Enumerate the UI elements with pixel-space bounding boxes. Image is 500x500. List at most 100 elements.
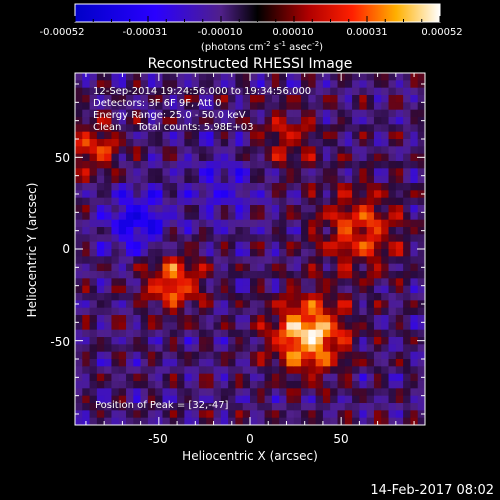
heatmap-cell xyxy=(330,249,339,257)
heatmap-cell xyxy=(184,80,193,89)
heatmap-cell xyxy=(308,80,317,89)
heatmap-cell xyxy=(126,388,134,397)
heatmap-cell xyxy=(366,271,375,279)
annotation-energy-range: Energy Range: 25.0 - 50.0 keV xyxy=(93,110,246,121)
heatmap-cell xyxy=(206,381,215,389)
heatmap-cell xyxy=(206,344,215,353)
heatmap-cell xyxy=(403,175,412,184)
heatmap-cell xyxy=(162,234,171,243)
heatmap-cell xyxy=(213,351,222,360)
heatmap-cell xyxy=(366,410,375,419)
heatmap-cell xyxy=(366,234,375,243)
heatmap-cell xyxy=(257,124,266,133)
heatmap-cell xyxy=(352,271,360,279)
heatmap-cell xyxy=(308,359,317,367)
heatmap-cell xyxy=(126,395,134,404)
heatmap-cell xyxy=(395,285,404,294)
heatmap-cell xyxy=(235,190,244,199)
heatmap-cell xyxy=(155,307,164,316)
heatmap-cell xyxy=(264,190,273,199)
heatmap-cell xyxy=(198,366,207,375)
heatmap-cell xyxy=(169,344,178,353)
heatmap-cell xyxy=(359,307,368,316)
heatmap-cell xyxy=(322,256,331,265)
heatmap-cell xyxy=(133,256,142,265)
heatmap-cell xyxy=(118,381,127,389)
heatmap-cell xyxy=(337,249,346,257)
heatmap-cell xyxy=(235,241,244,250)
heatmap-cell xyxy=(344,271,353,279)
heatmap-cell xyxy=(118,256,127,265)
heatmap-cell xyxy=(147,329,156,338)
heatmap-cell xyxy=(111,73,120,81)
heatmap-cell xyxy=(147,351,156,360)
heatmap-cell xyxy=(315,403,324,411)
heatmap-cell xyxy=(381,168,390,177)
heatmap-cell xyxy=(395,153,404,162)
heatmap-cell xyxy=(242,351,251,360)
heatmap-cell xyxy=(242,205,251,213)
heatmap-cell xyxy=(213,241,222,250)
heatmap-cell xyxy=(337,388,346,397)
heatmap-cell xyxy=(147,285,156,294)
heatmap-cell xyxy=(140,359,149,367)
heatmap-cell xyxy=(381,278,390,287)
heatmap-cell xyxy=(373,351,382,360)
heatmap-cell xyxy=(301,168,309,177)
heatmap-cell xyxy=(206,337,215,345)
heatmap-cell xyxy=(286,381,295,389)
heatmap-cell xyxy=(198,337,207,345)
heatmap-cell xyxy=(213,337,222,345)
heatmap-cell xyxy=(235,395,244,404)
heatmap-cell xyxy=(293,315,302,323)
heatmap-cell xyxy=(118,146,127,155)
heatmap-cell xyxy=(322,168,331,177)
heatmap-cell xyxy=(206,388,215,397)
heatmap-cell xyxy=(322,417,331,425)
heatmap-cell xyxy=(140,190,149,199)
heatmap-cell xyxy=(198,212,207,221)
heatmap-cell xyxy=(96,95,105,103)
heatmap-cell xyxy=(228,102,237,111)
heatmap-cell xyxy=(250,388,258,397)
heatmap-cell xyxy=(206,395,215,404)
heatmap-cell xyxy=(359,351,368,360)
heatmap-cell xyxy=(242,168,251,177)
heatmap-cell xyxy=(279,249,288,257)
heatmap-cell xyxy=(228,227,237,235)
heatmap-cell xyxy=(242,73,251,81)
heatmap-cell xyxy=(322,234,331,243)
heatmap-cell xyxy=(286,73,295,81)
heatmap-cell xyxy=(177,183,185,191)
heatmap-cell xyxy=(279,109,288,118)
heatmap-cell xyxy=(198,205,207,213)
heatmap-cell xyxy=(184,366,193,375)
heatmap-cell xyxy=(286,80,295,89)
heatmap-cell xyxy=(162,263,171,272)
heatmap-cell xyxy=(352,300,360,309)
heatmap-cell xyxy=(359,241,368,250)
heatmap-cell xyxy=(286,249,295,257)
heatmap-cell xyxy=(330,307,339,316)
heatmap-cell xyxy=(206,322,215,331)
heatmap-cell xyxy=(403,263,412,272)
heatmap-cell xyxy=(344,109,353,118)
heatmap-cell xyxy=(104,219,113,228)
heatmap-cell xyxy=(417,395,425,404)
heatmap-cell xyxy=(228,175,237,184)
heatmap-cell xyxy=(169,234,178,243)
heatmap-cell xyxy=(213,271,222,279)
heatmap-cell xyxy=(293,117,302,125)
heatmap-cell xyxy=(126,315,134,323)
heatmap-cell xyxy=(293,205,302,213)
heatmap-cell xyxy=(228,212,237,221)
heatmap-cell xyxy=(147,87,156,96)
heatmap-cell xyxy=(235,117,244,125)
heatmap-cell xyxy=(82,278,91,287)
heatmap-cell xyxy=(155,139,164,147)
heatmap-cell xyxy=(118,95,127,103)
heatmap-cell xyxy=(381,190,390,199)
heatmap-cell xyxy=(228,271,237,279)
heatmap-cell xyxy=(155,337,164,345)
heatmap-cell xyxy=(118,153,127,162)
